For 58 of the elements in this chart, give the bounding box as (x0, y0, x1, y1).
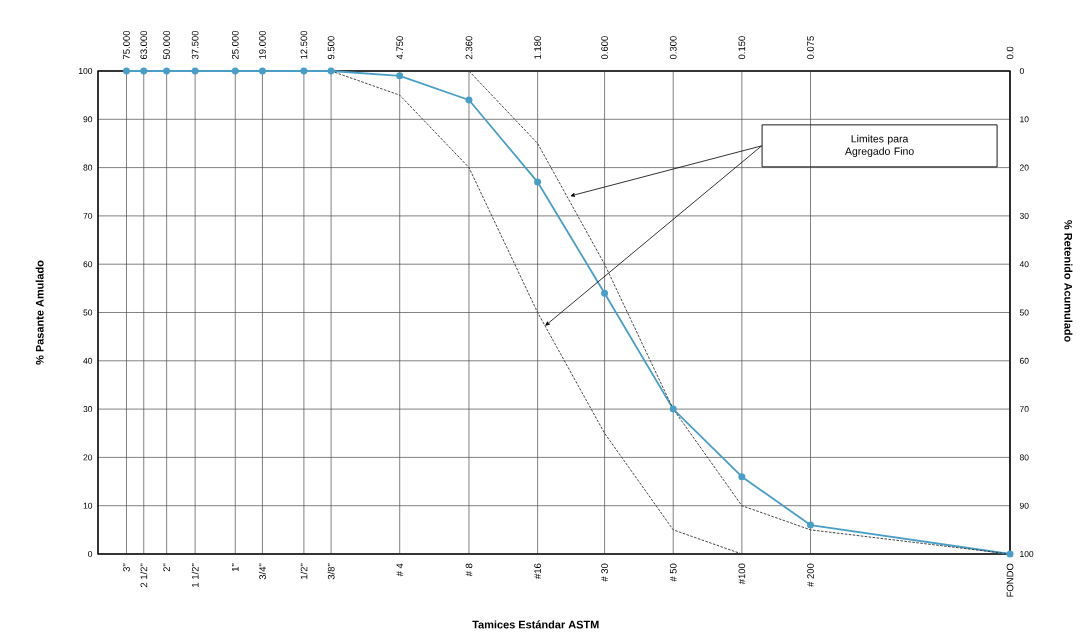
y-tick-label: 80 (83, 164, 93, 171)
x-tick-label: 0.0 (1006, 46, 1014, 60)
x-tick-label: 50.000 (163, 30, 170, 60)
text: FONDO (1006, 563, 1014, 597)
y-tick-label: 100 (78, 68, 93, 74)
y-tick-label: 50 (83, 309, 93, 316)
y-tick-label: 90 (83, 116, 93, 123)
text: 3/4" (258, 563, 266, 580)
x-tick-label: 0.600 (601, 36, 608, 60)
text: # 50 (669, 563, 677, 582)
x-tick-label: 37.500 (191, 30, 199, 60)
y2-tick-label: 30 (1019, 212, 1029, 219)
text: #16 (534, 563, 541, 579)
text: # 200 (807, 563, 814, 587)
y2-tick-label: 60 (1019, 357, 1029, 364)
text: #100 (738, 563, 746, 585)
y2-tick-label: 50 (1019, 309, 1029, 316)
text: 3/8" (327, 563, 335, 580)
y-tick-label: 60 (83, 261, 93, 268)
text: 2" (163, 563, 170, 572)
x-tick-label: 2.360 (465, 36, 473, 60)
y-tick-label: 0 (88, 551, 93, 557)
y2-tick-label: 40 (1019, 261, 1029, 268)
text: 1/2" (300, 563, 308, 579)
x-tick-label: 25.000 (231, 30, 239, 60)
y2-tick-label: 80 (1019, 454, 1029, 461)
x-tick-label: 12.500 (300, 30, 308, 59)
annotation: Limites para Agregado Fino (845, 134, 914, 157)
text: 3" (123, 563, 130, 572)
x-tick-label: 75.000 (123, 30, 130, 59)
y-tick-label: 20 (83, 454, 93, 461)
x-tick-label: 0.150 (738, 36, 746, 60)
x-tick-label: 9.500 (327, 36, 335, 60)
y-tick-label: 30 (83, 406, 93, 413)
text: 2 1/2" (140, 563, 148, 588)
y2-tick-label: 20 (1019, 164, 1029, 171)
text: # 30 (601, 563, 608, 582)
x-tick-label: 1.180 (534, 36, 541, 59)
y2-tick-label: 0 (1019, 68, 1024, 74)
y-tick-label: 70 (83, 212, 93, 219)
y2-tick-label: 100 (1020, 551, 1034, 557)
text: 1" (232, 563, 239, 572)
y2-tick-label: 10 (1020, 116, 1029, 123)
text: Tamices Estándar ASTM (472, 620, 599, 629)
y-tick-label: 10 (83, 502, 93, 509)
y2-axis-title: % Retenido Acumulado (1064, 220, 1073, 342)
y-axis-title: % Pasante Amulado (35, 260, 44, 365)
y2-tick-label: 90 (1019, 502, 1029, 509)
x-tick-label: 63.000 (140, 30, 148, 59)
x-tick-label: 0.300 (669, 36, 677, 60)
text: 1 1/2" (191, 563, 199, 587)
y2-tick-label: 70 (1019, 406, 1029, 413)
x-tick-label: 19.000 (259, 30, 266, 59)
y-tick-label: 40 (83, 357, 93, 364)
x-tick-label: 4.750 (396, 36, 404, 60)
text: # 8 (465, 563, 473, 577)
text: # 4 (396, 563, 403, 577)
x-tick-label: 0.075 (807, 36, 814, 60)
